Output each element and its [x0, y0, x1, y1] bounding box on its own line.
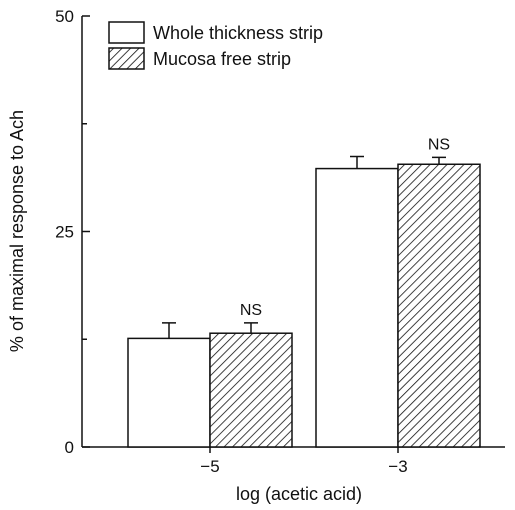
bar — [209, 332, 293, 448]
legend-swatch — [108, 21, 145, 44]
bar — [315, 167, 399, 448]
legend: Whole thickness strip Mucosa free strip — [108, 21, 323, 70]
y-axis: 0 25 50 — [55, 7, 90, 457]
legend-label: Whole thickness strip — [153, 23, 323, 43]
y-tick-label: 25 — [55, 223, 74, 242]
bars-layer — [127, 155, 481, 448]
x-tick-label: −3 — [388, 457, 407, 476]
bar — [397, 163, 481, 448]
y-axis-label: % of maximal response to Ach — [7, 110, 27, 352]
x-axis-label: log (acetic acid) — [236, 484, 362, 504]
bar — [127, 337, 211, 448]
annotations-layer: NS NS — [240, 136, 450, 319]
x-tick-label: −5 — [200, 457, 219, 476]
legend-swatch — [108, 47, 145, 70]
ns-annotation: NS — [428, 136, 450, 153]
y-tick-label: 0 — [65, 438, 74, 457]
y-tick-label: 50 — [55, 7, 74, 26]
x-axis: −5 −3 — [82, 446, 505, 476]
legend-label: Mucosa free strip — [153, 49, 291, 69]
ns-annotation: NS — [240, 302, 262, 319]
